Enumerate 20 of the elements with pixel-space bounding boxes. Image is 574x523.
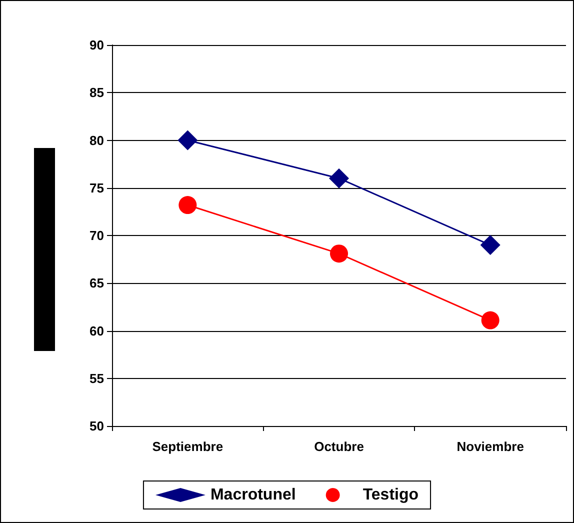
y-tick-label: 75: [90, 180, 104, 196]
x-tick-label: Septiembre: [152, 439, 224, 454]
point: [329, 168, 349, 188]
y-tick-label: 60: [90, 323, 104, 338]
legend-label: Testigo: [362, 486, 419, 504]
point: [330, 244, 348, 263]
y-tick-label: 55: [90, 370, 104, 386]
y-tick-label: 85: [90, 85, 104, 100]
y-tick-label: 65: [90, 276, 104, 291]
y-tick-label: 50: [90, 418, 104, 434]
x-tick-label: Octubre: [314, 439, 364, 454]
point: [178, 196, 197, 214]
y-tick-label: 90: [90, 38, 104, 52]
y-tick-label: 80: [90, 132, 104, 148]
y-tick-label: 70: [90, 228, 104, 243]
point: [481, 311, 500, 330]
point: [178, 130, 198, 150]
legend-label: Macrotunel: [210, 486, 296, 504]
point: [480, 235, 500, 256]
x-tick-label: Noviembre: [456, 439, 524, 454]
